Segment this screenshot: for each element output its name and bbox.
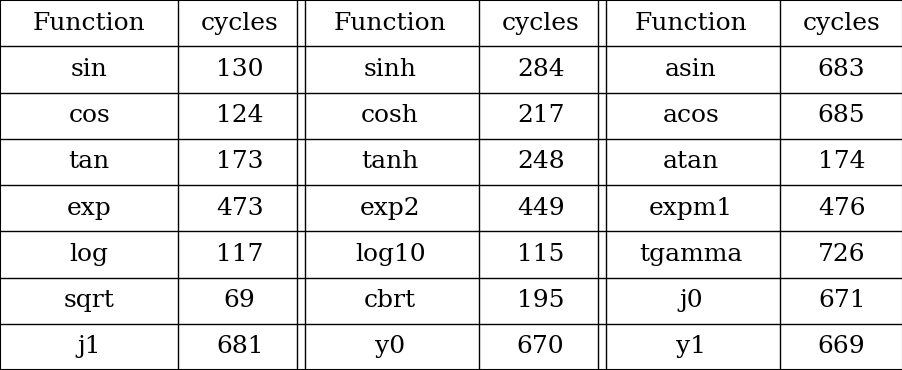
Text: sin: sin [70,58,107,81]
Text: cycles: cycles [200,11,278,35]
Text: 726: 726 [817,243,864,266]
Text: asin: asin [665,58,716,81]
Text: cos: cos [69,104,110,127]
Text: Function: Function [634,11,747,35]
Text: tanh: tanh [361,150,419,174]
Text: 476: 476 [817,196,864,220]
Text: 195: 195 [516,289,564,312]
Text: y0: y0 [374,335,405,359]
Text: 284: 284 [516,58,564,81]
Text: j0: j0 [678,289,703,312]
Text: 669: 669 [817,335,864,359]
Text: 130: 130 [216,58,263,81]
Text: 671: 671 [817,289,864,312]
Text: sqrt: sqrt [64,289,115,312]
Text: cycles: cycles [502,11,579,35]
Text: cycles: cycles [802,11,879,35]
Text: 248: 248 [516,150,564,174]
Text: atan: atan [662,150,719,174]
Text: acos: acos [662,104,719,127]
Text: 473: 473 [216,196,263,220]
Text: 681: 681 [216,335,263,359]
Text: exp: exp [67,196,112,220]
Text: log10: log10 [354,243,425,266]
Text: 449: 449 [516,196,564,220]
Text: cosh: cosh [361,104,419,127]
Text: Function: Function [334,11,446,35]
Text: 685: 685 [817,104,864,127]
Text: 174: 174 [817,150,864,174]
Text: 217: 217 [516,104,564,127]
Text: Function: Function [32,11,145,35]
Text: tgamma: tgamma [639,243,742,266]
Text: 683: 683 [817,58,864,81]
Text: 670: 670 [516,335,564,359]
Text: cbrt: cbrt [364,289,416,312]
Text: 115: 115 [517,243,564,266]
Text: sinh: sinh [364,58,416,81]
Text: exp2: exp2 [360,196,420,220]
Text: tan: tan [69,150,110,174]
Text: j1: j1 [78,335,101,359]
Text: y1: y1 [676,335,705,359]
Text: 117: 117 [216,243,263,266]
Text: expm1: expm1 [649,196,732,220]
Text: log: log [69,243,108,266]
Text: 69: 69 [224,289,255,312]
Text: 173: 173 [216,150,263,174]
Text: 124: 124 [216,104,263,127]
